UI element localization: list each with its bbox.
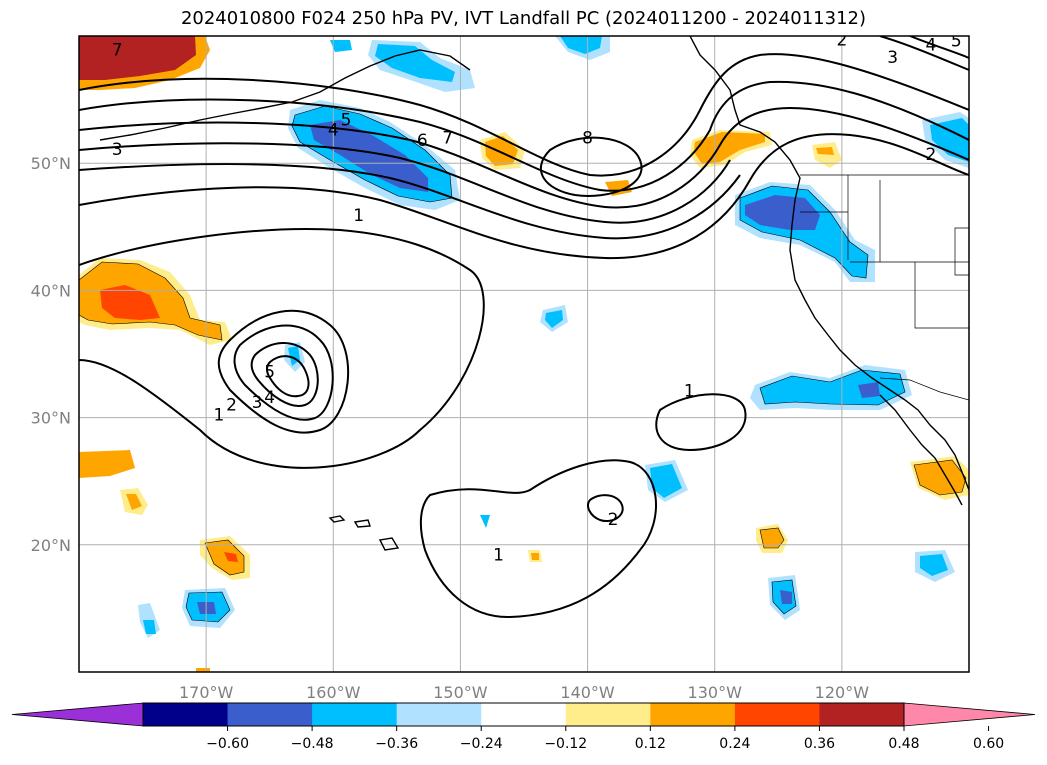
colorbar-bin-6 — [650, 703, 736, 726]
lat-label-0: 20°N — [31, 536, 71, 555]
colorbar-bin-0 — [143, 703, 229, 726]
contour-label-16: 2 — [226, 395, 237, 415]
colorbar-bin-2 — [312, 703, 398, 726]
contour-label-20: 1 — [493, 546, 504, 566]
lat-label-3: 50°N — [31, 154, 71, 173]
colorbar-tick-label-1: −0.48 — [291, 736, 334, 752]
contour-label-1: 3 — [112, 140, 123, 160]
colorbar-tick-label-0: −0.60 — [206, 736, 249, 752]
contour-label-8: 4 — [925, 35, 936, 55]
contour-label-18: 1 — [684, 381, 695, 401]
colorbar-bin-7 — [734, 703, 820, 726]
lon-label-2: 150°W — [433, 683, 488, 702]
contour-label-5: 7 — [442, 128, 453, 148]
lon-label-3: 140°W — [560, 683, 615, 702]
colorbar-extend-high — [903, 702, 1036, 727]
colorbar-bin-1 — [227, 703, 313, 726]
colorbar-tick-label-8: 0.48 — [888, 736, 919, 752]
contour-label-17: 1 — [213, 406, 224, 426]
contour-label-3: 4 — [328, 121, 339, 141]
colorbar-tick-label-5: 0.12 — [635, 736, 666, 752]
contour-label-6: 8 — [582, 128, 593, 148]
figure-title: 2024010800 F024 250 hPa PV, IVT Landfall… — [180, 8, 867, 29]
colorbar-tick-label-6: 0.24 — [719, 736, 750, 752]
lat-label-1: 30°N — [31, 409, 71, 428]
lon-label-1: 160°W — [306, 683, 361, 702]
colorbar-tick-label-4: −0.12 — [544, 736, 587, 752]
contour-label-7: 2 — [836, 30, 847, 50]
colorbar — [11, 702, 1036, 727]
colorbar-frame — [142, 702, 905, 727]
colorbar-bin-8 — [819, 703, 905, 726]
contour-label-10: 3 — [887, 48, 898, 68]
colorbar-bin-3 — [396, 703, 482, 726]
lon-label-4: 130°W — [688, 683, 743, 702]
negative-ivt-pc-shading — [138, 36, 969, 638]
longitude-labels: 170°W 160°W 150°W 140°W 130°W 120°W — [179, 683, 869, 702]
latitude-labels: 20°N 30°N 40°N 50°N — [31, 154, 71, 555]
coastlines — [99, 36, 969, 551]
pv-contours — [79, 36, 969, 619]
contour-label-15: 3 — [252, 393, 263, 413]
colorbar-tick-label-2: −0.36 — [375, 736, 418, 752]
gridlines — [79, 36, 969, 672]
contour-label-2: 5 — [341, 110, 352, 130]
lat-label-2: 40°N — [31, 281, 71, 300]
contour-label-14: 4 — [264, 388, 275, 408]
positive-ivt-pc-shading — [79, 36, 969, 672]
contour-label-12: 1 — [353, 206, 364, 226]
contour-label-11: 2 — [925, 145, 936, 165]
contour-label-19: 2 — [608, 510, 619, 530]
political-borders — [800, 174, 969, 401]
map-frame — [78, 35, 970, 673]
colorbar-tick-labels: −0.60 −0.48 −0.36 −0.24 −0.12 0.12 0.24 0.36 0.4… — [206, 726, 1004, 752]
colorbar-bin-4 — [481, 703, 567, 726]
lon-label-0: 170°W — [179, 683, 234, 702]
colorbar-extend-low — [11, 702, 144, 727]
contour-label-13: 5 — [264, 362, 275, 382]
colorbar-tick-label-9: 0.60 — [973, 736, 1004, 752]
colorbar-tick-label-7: 0.36 — [804, 736, 835, 752]
contour-label-4: 6 — [417, 131, 428, 151]
contour-label-9: 5 — [951, 32, 962, 52]
contour-label-0: 7 — [112, 41, 123, 61]
colorbar-tick-label-3: −0.24 — [460, 736, 503, 752]
colorbar-bin-5 — [565, 703, 651, 726]
lon-label-5: 120°W — [815, 683, 870, 702]
